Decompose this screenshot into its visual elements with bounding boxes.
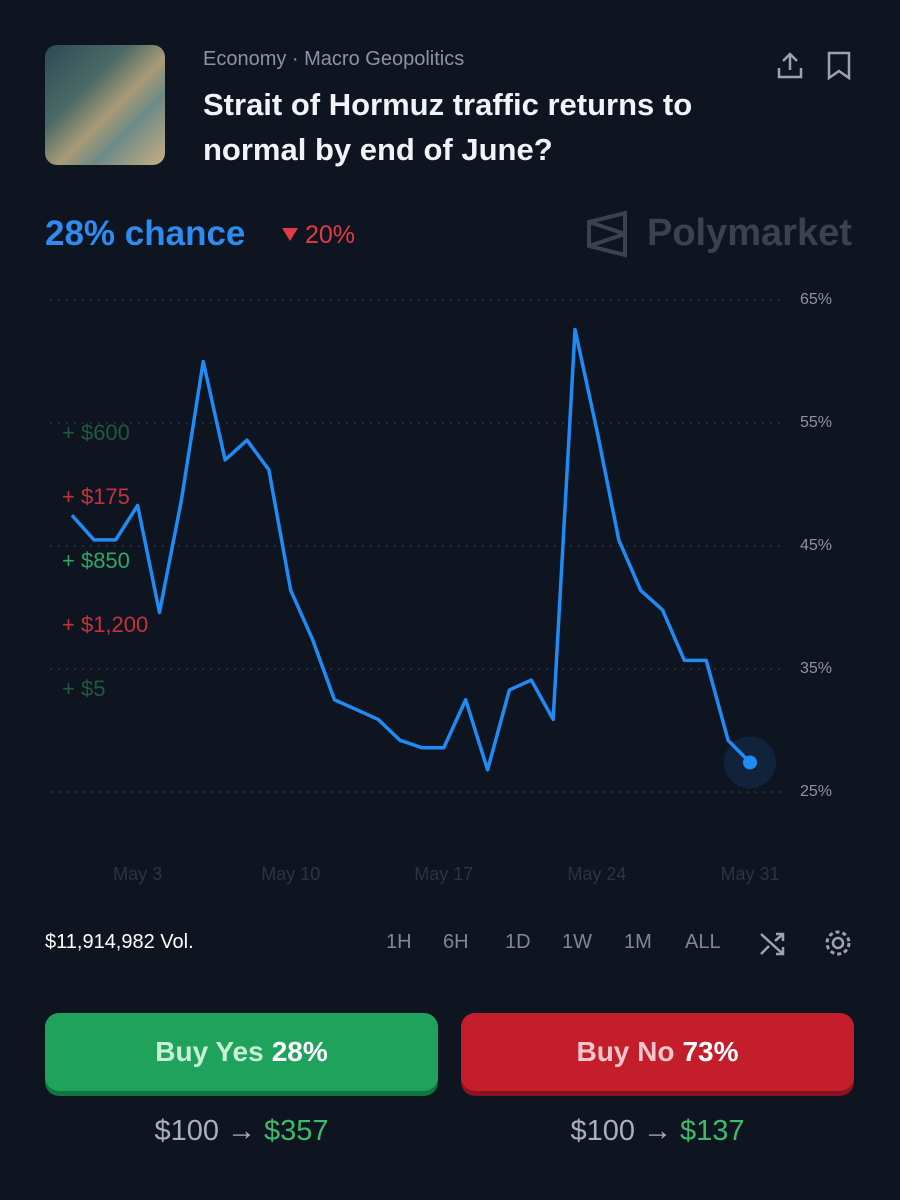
chart: 25% 35% 45% 55% 65% May 3 May 10 May 17 May 24 Ma… <box>50 291 832 884</box>
buy-button[interactable]: Buy No 73% <box>461 1013 854 1091</box>
price-line <box>70 327 752 772</box>
trade-label: + $175 <box>62 484 130 509</box>
range-tab[interactable]: 1W <box>562 931 592 953</box>
last-point <box>743 755 757 770</box>
y-tick-label: 65% <box>800 291 832 308</box>
volume: $11,914,982 Vol. <box>45 931 194 953</box>
trade-label: + $600 <box>62 420 130 445</box>
x-tick-label: May 31 <box>720 864 779 884</box>
x-tick-label: May 24 <box>567 864 626 884</box>
payout-amount: $357 <box>264 1115 329 1147</box>
thumbnail <box>45 45 165 165</box>
x-tick-label: May 3 <box>113 864 162 884</box>
bookmark-icon[interactable] <box>826 50 852 82</box>
range-tab[interactable]: 1H <box>386 931 412 953</box>
stake: $100 → <box>570 1115 673 1147</box>
range-tab[interactable]: 1D <box>505 931 531 953</box>
share-icon[interactable] <box>774 50 806 82</box>
button-price: 28% <box>271 1036 328 1067</box>
buy-button[interactable]: Buy Yes 28% <box>45 1013 438 1091</box>
settings-icon[interactable] <box>823 928 853 958</box>
down-arrow <box>282 228 298 241</box>
payout: $100 → $357 <box>45 1115 438 1148</box>
range-tab[interactable]: 1M <box>624 931 652 953</box>
button-label: Buy Yes <box>155 1036 264 1067</box>
trade-label: + $5 <box>62 676 105 701</box>
range-tab[interactable]: 6H <box>443 931 469 953</box>
category: Economy · Macro Geopolitics <box>203 48 465 70</box>
y-tick-label: 25% <box>800 783 832 800</box>
brand: Polymarket <box>647 212 852 254</box>
shuffle-icon[interactable] <box>758 928 788 958</box>
button-label: Buy No <box>576 1036 675 1067</box>
x-tick-label: May 17 <box>414 864 473 884</box>
y-tick-label: 55% <box>800 414 832 431</box>
change: 20% <box>305 221 356 249</box>
x-tick-label: May 10 <box>261 864 320 884</box>
market-title: Strait of Hormuz traffic returns to norm… <box>203 87 693 167</box>
chance: 28% chance <box>45 214 246 253</box>
y-tick-label: 35% <box>800 660 832 677</box>
button-price: 73% <box>682 1036 739 1067</box>
trade-label: + $850 <box>62 548 130 573</box>
trade-label: + $1,200 <box>62 612 148 637</box>
stake: $100 → <box>154 1115 257 1147</box>
y-tick-label: 45% <box>800 537 832 554</box>
payout: $100 → $137 <box>461 1115 854 1148</box>
payout-amount: $137 <box>680 1115 745 1147</box>
brand-logo <box>587 210 627 258</box>
range-tab[interactable]: ALL <box>685 931 721 953</box>
